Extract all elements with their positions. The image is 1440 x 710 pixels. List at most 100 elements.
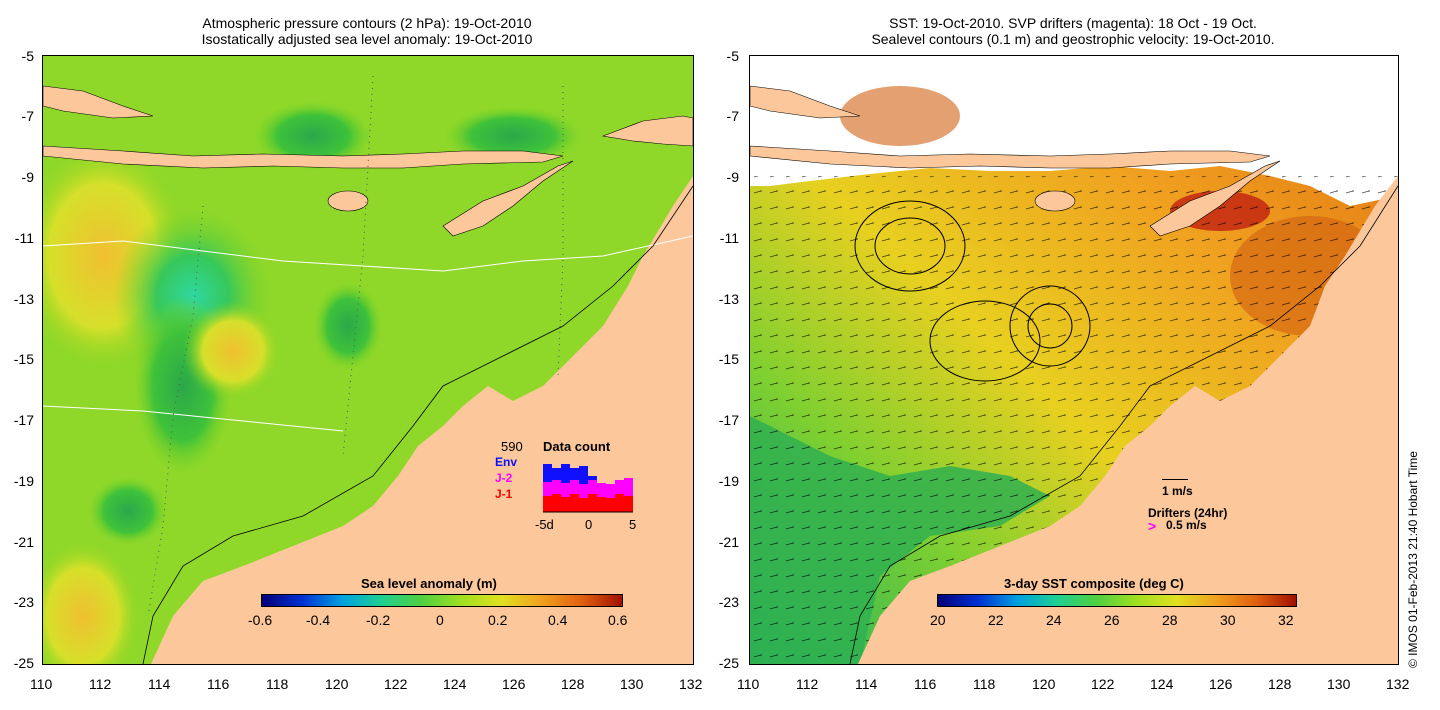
sst-colorbar-ticks: 20 22 24 26 28 30 32	[930, 612, 1320, 628]
right-lat-6: -17	[718, 412, 739, 428]
legend-env: Env	[495, 455, 518, 469]
sla-tick-2: -0.2	[366, 612, 391, 628]
sea-level-anomaly-map[interactable]: Sea level anomaly (m) -0.6 -0.4 -0.2 0 0…	[42, 55, 694, 665]
sst-warm-north	[840, 86, 960, 146]
sla-tick-6: 0.6	[608, 612, 628, 628]
right-lon-8: 126	[1209, 676, 1233, 692]
left-lat-axis: -5 -7 -9 -11 -13 -15 -17 -19 -21 -23 -25	[0, 48, 40, 671]
left-lat-0: -5	[21, 48, 34, 64]
legend-j2: J-2	[495, 471, 513, 485]
left-title-line2: Isostatically adjusted sea level anomaly…	[201, 31, 533, 47]
sst-tick-1: 22	[988, 612, 1004, 628]
bars-j1	[543, 494, 633, 512]
left-lat-7: -19	[13, 473, 34, 489]
timor-island	[442, 160, 574, 237]
sla-colorbar	[261, 594, 623, 607]
left-lat-3: -11	[14, 230, 34, 246]
left-lon-2: 114	[148, 676, 171, 692]
data-count-total: 590	[501, 439, 523, 454]
sunda-islands	[43, 145, 564, 169]
left-lon-axis: 110 112 114 116 118 120 122 124 126 128 …	[30, 676, 710, 694]
right-lat-5: -15	[718, 351, 739, 367]
bars-j2	[543, 478, 633, 498]
data-count-inset: 590 Data count Env J-2 J-1	[479, 439, 679, 539]
sla-tick-5: 0.4	[548, 612, 568, 628]
left-lat-4: -13	[13, 291, 34, 307]
java-island-sst	[750, 85, 861, 119]
sumba-island	[327, 190, 369, 212]
right-lon-7: 124	[1150, 676, 1174, 692]
left-lon-9: 128	[561, 676, 585, 692]
sla-tick-0: -0.6	[248, 612, 273, 628]
isobath-contour-sst	[849, 185, 1398, 664]
velocity-scale-label: 1 m/s	[1162, 484, 1193, 498]
sst-tick-5: 30	[1220, 612, 1236, 628]
left-title: Atmospheric pressure contours (2 hPa): 1…	[42, 15, 692, 47]
left-lon-11: 132	[679, 676, 703, 692]
eddy-1-inner	[874, 217, 946, 275]
left-lat-2: -9	[21, 169, 34, 185]
eddy-1	[854, 200, 966, 292]
sst-tick-2: 24	[1046, 612, 1062, 628]
right-lat-9: -23	[718, 594, 739, 610]
left-lon-1: 112	[89, 676, 112, 692]
left-title-line1: Atmospheric pressure contours (2 hPa): 1…	[202, 15, 532, 31]
right-lat-3: -11	[719, 230, 739, 246]
sla-tick-4: 0.2	[488, 612, 508, 628]
velocity-scale-arrow	[1162, 479, 1188, 480]
right-lat-0: -5	[726, 48, 739, 64]
right-lon-axis: 110 112 114 116 118 120 122 124 126 128 …	[737, 676, 1417, 694]
eddy-3	[1009, 285, 1091, 367]
right-title-line2: Sealevel contours (0.1 m) and geostrophi…	[871, 31, 1275, 47]
bars-env	[543, 464, 597, 484]
isobath-contour	[142, 185, 693, 664]
sst-svg	[750, 56, 1398, 664]
right-lon-1: 112	[796, 676, 819, 692]
right-lon-3: 116	[914, 676, 937, 692]
drifter-scale-label: 0.5 m/s	[1166, 518, 1207, 532]
drifter-symbol: >	[1148, 518, 1157, 534]
eddy-2	[929, 300, 1041, 382]
drifters-label: Drifters (24hr)	[1148, 506, 1228, 520]
right-title-line1: SST: 19-Oct-2010. SVP drifters (magenta)…	[889, 15, 1257, 31]
australia-land	[151, 176, 693, 664]
right-lon-0: 110	[737, 676, 760, 692]
sst-tick-0: 20	[930, 612, 946, 628]
data-count-histogram	[543, 464, 633, 513]
sunda-islands-sst	[750, 145, 1271, 169]
right-lon-2: 114	[855, 676, 878, 692]
australia-land-sst	[858, 176, 1398, 664]
left-lon-5: 120	[325, 676, 349, 692]
histogram-tick-zero: 0	[585, 517, 593, 532]
left-lon-4: 118	[266, 676, 289, 692]
imos-credit: © IMOS 01-Feb-2013 21:40 Hobart Time	[1406, 451, 1420, 668]
histogram-tick-end: 5	[629, 517, 637, 532]
left-lat-5: -15	[13, 351, 34, 367]
legend-j1: J-1	[495, 487, 513, 501]
right-lat-8: -21	[718, 534, 739, 550]
sst-colorbar	[937, 594, 1297, 607]
sla-low-north	[253, 101, 373, 171]
left-lon-10: 130	[620, 676, 644, 692]
left-lat-1: -7	[21, 108, 34, 124]
sla-colorbar-ticks: -0.6 -0.4 -0.2 0 0.2 0.4 0.6	[248, 612, 638, 628]
right-lon-9: 128	[1268, 676, 1292, 692]
right-lat-2: -9	[726, 169, 739, 185]
left-lon-8: 126	[502, 676, 526, 692]
sst-tick-3: 26	[1104, 612, 1120, 628]
sla-low-east	[313, 281, 383, 371]
sla-high-southwest	[43, 536, 143, 664]
left-lon-3: 116	[207, 676, 230, 692]
sst-colorbar-label: 3-day SST composite (deg C)	[1004, 576, 1184, 591]
sst-map[interactable]: 1 m/s Drifters (24hr) > 0.5 m/s 3-day SS…	[749, 55, 1399, 665]
new-guinea-coast	[601, 115, 693, 147]
left-lat-6: -17	[13, 412, 34, 428]
pressure-contour-2	[43, 405, 344, 432]
data-count-title: Data count	[543, 439, 611, 454]
eddy-3-inner	[1027, 303, 1073, 349]
sumba-island-sst	[1034, 190, 1076, 212]
left-lon-6: 122	[384, 676, 408, 692]
sla-tick-1: -0.4	[306, 612, 331, 628]
sst-tick-4: 28	[1162, 612, 1178, 628]
right-lat-4: -13	[718, 291, 739, 307]
